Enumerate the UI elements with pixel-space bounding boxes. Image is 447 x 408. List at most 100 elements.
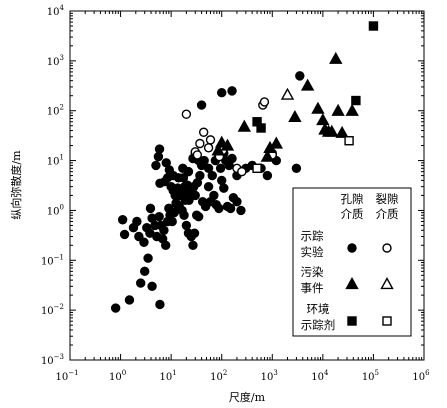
data-point-filled-circle: [140, 266, 150, 277]
data-point-filled-square: [256, 123, 266, 133]
data-point-filled-circle: [227, 86, 237, 96]
data-point-filled-circle: [119, 229, 130, 240]
plot-frame: [69, 10, 425, 361]
data-point-filled-circle: [214, 203, 224, 214]
data-points: [110, 21, 379, 313]
data-point-open-circle: [203, 143, 214, 153]
legend-row-envtracer-label-2: 示踪剂: [301, 318, 336, 332]
legend-marker-open-triangle: [380, 277, 394, 290]
legend: 孔隙 介质 裂隙 介质 示踪 实验 污染 事件 环境 示踪剂: [292, 187, 412, 337]
data-point-filled-circle: [195, 170, 205, 181]
y-tick-label: 10−3: [41, 353, 64, 367]
y-tick-label: 10−1: [41, 253, 64, 267]
x-axis-label: 尺度/m: [229, 390, 266, 404]
legend-row-pollution-label: 污染: [301, 265, 324, 279]
legend-header-porous-2: 介质: [341, 207, 364, 221]
data-point-filled-circle: [219, 183, 229, 193]
y-tick-label: 104: [47, 4, 65, 18]
data-point-open-circle: [181, 109, 192, 119]
data-point-filled-triangle: [311, 101, 325, 114]
data-point-open-square: [252, 163, 262, 173]
data-point-filled-circle: [154, 211, 164, 222]
x-tick-label: 105: [362, 369, 379, 383]
data-point-filled-circle: [181, 220, 192, 231]
data-point-filled-circle: [155, 299, 165, 310]
data-point-filled-circle: [124, 295, 135, 305]
data-point-filled-circle: [207, 170, 217, 181]
legend-marker-filled-triangle: [345, 277, 359, 290]
data-point-open-triangle: [280, 87, 295, 100]
data-point-filled-triangle: [260, 149, 275, 162]
data-point-filled-circle: [217, 87, 227, 98]
data-point-filled-circle: [151, 160, 161, 171]
data-point-filled-circle: [203, 163, 214, 173]
data-point-filled-circle: [183, 166, 194, 177]
x-tick-label: 104: [311, 369, 329, 383]
data-point-filled-circle: [232, 196, 242, 207]
y-tick-label: 10−2: [41, 303, 64, 317]
data-point-filled-circle: [236, 205, 246, 216]
data-point-filled-circle: [188, 240, 198, 250]
data-point-open-circle: [259, 97, 270, 107]
data-point-filled-triangle: [329, 51, 343, 64]
data-point-filled-circle: [145, 203, 156, 214]
data-point-open-circle: [205, 135, 216, 145]
data-point-filled-circle: [217, 175, 227, 186]
legend-markers: [345, 243, 394, 326]
legend-marker-filled-circle: [347, 243, 357, 253]
legend-marker-open-circle: [382, 243, 392, 253]
data-point-filled-square: [368, 21, 379, 31]
data-point-filled-triangle: [335, 125, 349, 138]
legend-row-tracer-label-2: 实验: [301, 245, 324, 259]
x-tick-label: 10−1: [55, 369, 78, 383]
data-point-filled-circle: [193, 211, 204, 222]
legend-row-envtracer-label: 环境: [307, 302, 330, 316]
data-point-filled-circle: [153, 151, 164, 162]
data-point-filled-circle: [203, 181, 214, 192]
data-point-filled-circle: [196, 100, 207, 110]
data-point-filled-circle: [160, 240, 171, 250]
legend-header-porous: 孔隙: [341, 192, 364, 206]
data-point-filled-circle: [190, 190, 200, 201]
data-point-filled-circle: [215, 163, 226, 173]
data-point-open-circle: [192, 150, 203, 160]
data-point-filled-circle: [199, 155, 209, 166]
data-point-filled-triangle: [288, 110, 302, 123]
data-point-filled-circle: [179, 210, 189, 220]
legend-box: [292, 187, 412, 337]
data-point-filled-triangle: [331, 103, 345, 116]
data-point-filled-circle: [132, 216, 142, 227]
axis-ticks: [69, 10, 425, 361]
data-point-filled-triangle: [345, 103, 359, 116]
legend-header-fractured: 裂隙: [376, 192, 399, 206]
data-point-filled-square: [351, 95, 361, 106]
data-point-filled-circle: [134, 231, 144, 242]
y-tick-labels: 10−3 10−2 10−1 100 101 102 103 104: [41, 4, 65, 367]
data-point-filled-circle: [154, 144, 165, 154]
data-point-filled-circle: [173, 173, 184, 183]
legend-marker-filled-square: [347, 316, 357, 326]
legend-marker-open-square: [382, 316, 392, 326]
data-point-filled-circle: [159, 225, 169, 235]
data-point-filled-circle: [139, 237, 149, 247]
legend-row-tracer-label: 示踪: [301, 229, 324, 243]
y-tick-label: 100: [47, 203, 64, 217]
data-point-filled-circle: [295, 71, 305, 81]
data-point-filled-circle: [117, 215, 128, 225]
data-point-filled-triangle: [325, 124, 339, 137]
x-tick-label: 100: [109, 369, 126, 383]
data-point-filled-triangle: [237, 119, 252, 132]
x-tick-labels: 10−1 100 101 102 103 104 105 106: [55, 369, 430, 383]
data-point-open-circle: [237, 166, 247, 177]
data-point-filled-triangle: [220, 138, 235, 151]
data-point-filled-circle: [135, 278, 146, 288]
data-point-filled-circle: [227, 153, 237, 164]
x-tick-label: 101: [160, 369, 177, 383]
data-point-filled-circle: [189, 228, 200, 238]
data-point-filled-circle: [143, 253, 153, 263]
data-point-filled-circle: [262, 170, 273, 181]
y-tick-label: 102: [47, 104, 64, 118]
data-point-filled-circle: [164, 203, 174, 214]
data-point-filled-circle: [225, 203, 236, 214]
